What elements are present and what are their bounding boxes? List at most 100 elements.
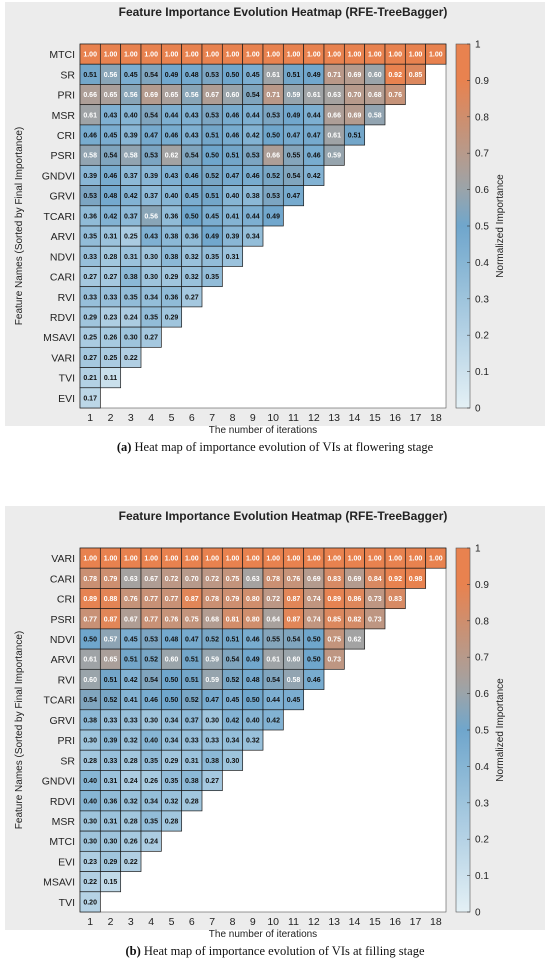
- x-tick-label: 10: [267, 412, 279, 424]
- cell-value-label: 0.80: [246, 596, 260, 603]
- cell-value-label: 0.43: [165, 173, 179, 180]
- cell-value-label: 0.50: [246, 697, 260, 704]
- cell-value-label: 0.85: [327, 616, 341, 623]
- cell-value-label: 0.61: [266, 72, 280, 79]
- y-tick-label: TVI: [59, 897, 75, 909]
- cell-value-label: 0.36: [104, 798, 118, 805]
- cell-value-label: 0.38: [165, 254, 179, 261]
- cell-value-label: 0.31: [226, 254, 240, 261]
- cell-value-label: 0.53: [83, 193, 97, 200]
- cell-value-label: 0.49: [266, 213, 280, 220]
- cell-value-label: 0.69: [348, 112, 362, 119]
- cell-value-label: 0.63: [124, 576, 138, 583]
- cell-value-label: 0.88: [104, 596, 118, 603]
- cell-value-label: 0.24: [144, 839, 158, 846]
- cell-value-label: 0.52: [144, 657, 158, 664]
- cell-value-label: 0.45: [104, 133, 118, 140]
- x-tick-label: 9: [250, 916, 256, 928]
- cell-value-label: 0.30: [104, 839, 118, 846]
- cell-value-label: 0.74: [307, 616, 321, 623]
- cell-value-label: 0.33: [104, 758, 118, 765]
- cell-value-label: 0.50: [205, 153, 219, 160]
- cell-value-label: 1.00: [348, 52, 362, 59]
- cell-value-label: 0.29: [104, 859, 118, 866]
- cell-value-label: 0.69: [348, 72, 362, 79]
- colorbar-label: Normalized Importance: [495, 678, 506, 782]
- cell-value-label: 0.36: [83, 213, 97, 220]
- cell-value-label: 0.36: [165, 294, 179, 301]
- cell-value-label: 0.51: [348, 133, 362, 140]
- cell-value-label: 0.53: [266, 112, 280, 119]
- cell-value-label: 0.44: [266, 697, 280, 704]
- cell-value-label: 1.00: [266, 556, 280, 563]
- y-tick-label: PSRI: [50, 150, 75, 162]
- cell-value-label: 0.38: [205, 758, 219, 765]
- cell-value-label: 0.30: [83, 839, 97, 846]
- cell-value-label: 0.40: [226, 193, 240, 200]
- colorbar-tick-label: 0.3: [475, 798, 489, 809]
- cell-value-label: 0.40: [83, 778, 97, 785]
- cell-value-label: 0.45: [124, 72, 138, 79]
- cell-value-label: 0.54: [226, 657, 240, 664]
- y-tick-label: ARVI: [51, 654, 75, 666]
- cell-value-label: 0.92: [388, 72, 402, 79]
- cell-value-label: 0.35: [205, 274, 219, 281]
- cell-value-label: 1.00: [287, 52, 301, 59]
- cell-value-label: 0.29: [165, 758, 179, 765]
- cell-value-label: 0.37: [144, 193, 158, 200]
- cell-value-label: 0.53: [205, 112, 219, 119]
- cell-value-label: 0.39: [104, 738, 118, 745]
- y-tick-label: SR: [60, 755, 75, 767]
- heatmap-cell: [99, 871, 122, 893]
- heatmap-cell: [282, 689, 305, 711]
- cell-value-label: 0.54: [144, 112, 158, 119]
- cell-value-label: 0.42: [266, 717, 280, 724]
- cell-value-label: 0.66: [266, 153, 280, 160]
- cell-value-label: 0.70: [185, 576, 199, 583]
- cell-value-label: 0.45: [287, 697, 301, 704]
- cell-value-label: 0.32: [185, 274, 199, 281]
- cell-value-label: 0.61: [266, 657, 280, 664]
- cell-value-label: 0.54: [104, 153, 118, 160]
- x-tick-label: 12: [308, 412, 320, 424]
- x-tick-label: 7: [209, 412, 215, 424]
- cell-value-label: 0.55: [266, 637, 280, 644]
- cell-value-label: 0.51: [287, 72, 301, 79]
- cell-value-label: 0.51: [185, 677, 199, 684]
- cell-value-label: 0.58: [368, 112, 382, 119]
- cell-value-label: 0.25: [83, 335, 97, 342]
- cell-value-label: 0.59: [205, 657, 219, 664]
- cell-value-label: 0.32: [165, 798, 179, 805]
- cell-value-label: 0.52: [205, 637, 219, 644]
- y-tick-label: RDVI: [50, 312, 75, 324]
- cell-value-label: 0.83: [388, 596, 402, 603]
- y-tick-label: CARI: [50, 573, 75, 585]
- y-tick-label: RVI: [58, 292, 75, 304]
- cell-value-label: 1.00: [429, 556, 443, 563]
- y-tick-label: MSR: [52, 816, 76, 828]
- cell-value-label: 0.42: [124, 193, 138, 200]
- cell-value-label: 1.00: [368, 556, 382, 563]
- cell-value-label: 0.40: [124, 112, 138, 119]
- colorbar-tick-label: 0.6: [475, 185, 489, 196]
- cell-value-label: 0.69: [348, 576, 362, 583]
- cell-value-label: 0.67: [124, 616, 138, 623]
- cell-value-label: 0.32: [124, 798, 138, 805]
- heatmap-cell: [262, 709, 284, 731]
- cell-value-label: 0.50: [185, 213, 199, 220]
- cell-value-label: 0.56: [144, 213, 158, 220]
- cell-value-label: 0.26: [124, 839, 138, 846]
- x-tick-label: 18: [430, 412, 442, 424]
- cell-value-label: 0.89: [83, 596, 97, 603]
- x-tick-label: 6: [189, 412, 195, 424]
- heatmap-cell: [201, 266, 223, 288]
- cell-value-label: 0.54: [266, 677, 280, 684]
- cell-value-label: 0.58: [124, 153, 138, 160]
- cell-value-label: 0.32: [124, 738, 138, 745]
- cell-value-label: 1.00: [266, 52, 280, 59]
- cell-value-label: 0.47: [205, 697, 219, 704]
- cell-value-label: 1.00: [307, 556, 321, 563]
- cell-value-label: 1.00: [409, 556, 423, 563]
- cell-value-label: 0.27: [83, 355, 97, 362]
- heatmap-cell: [181, 286, 203, 308]
